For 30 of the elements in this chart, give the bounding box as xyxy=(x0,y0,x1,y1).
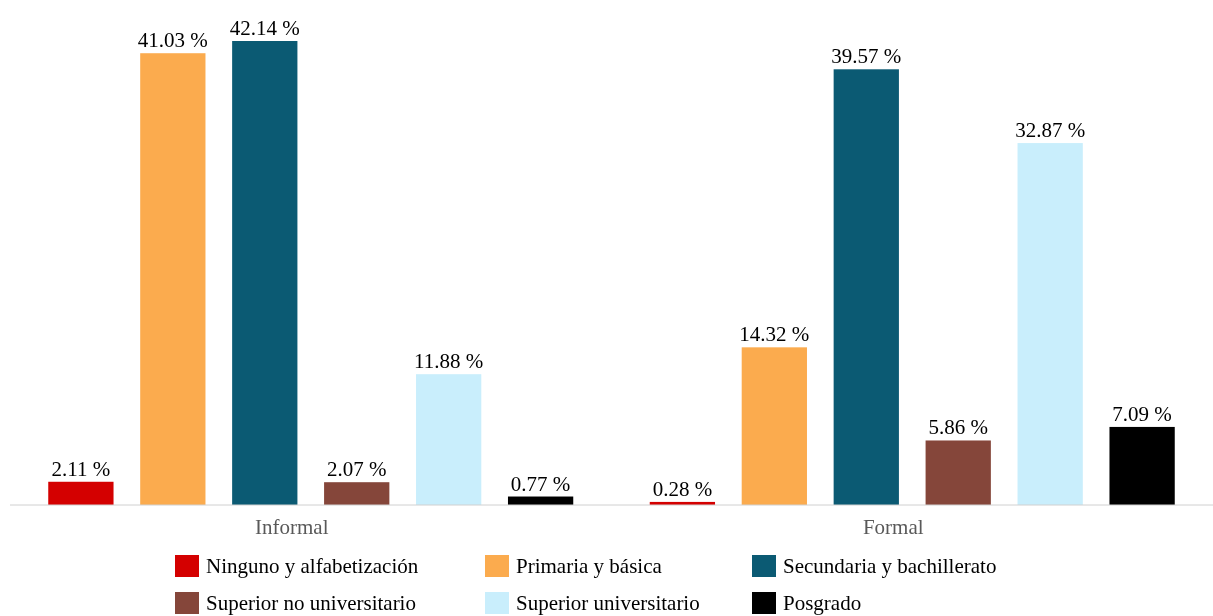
bar xyxy=(324,482,390,505)
bar xyxy=(1017,143,1083,505)
legend-label: Primaria y básica xyxy=(516,554,663,578)
legend-label: Superior no universitario xyxy=(206,591,416,615)
legend-label: Secundaria y bachillerato xyxy=(783,554,997,578)
data-label: 2.11 % xyxy=(51,456,111,481)
data-label: 11.88 % xyxy=(414,349,484,374)
legend-label: Posgrado xyxy=(783,591,862,615)
bar xyxy=(1109,426,1175,505)
data-label: 32.87 % xyxy=(1015,118,1086,143)
data-label: 7.09 % xyxy=(1112,401,1172,426)
legend-label: Superior universitario xyxy=(516,591,700,615)
data-label: 5.86 % xyxy=(928,415,988,440)
legend-label: Ninguno y alfabetización xyxy=(206,554,419,578)
bar xyxy=(232,41,298,505)
bar xyxy=(416,374,482,505)
data-label: 0.28 % xyxy=(652,476,713,501)
data-label: 0.77 % xyxy=(510,471,571,496)
x-tick-label: Informal xyxy=(255,515,329,539)
data-label: 39.57 % xyxy=(831,44,902,69)
bar xyxy=(741,347,807,505)
data-label: 41.03 % xyxy=(137,28,208,53)
x-tick-label: Formal xyxy=(862,515,924,539)
bar xyxy=(925,440,991,505)
data-label: 42.14 % xyxy=(229,16,300,40)
bar xyxy=(140,53,206,505)
data-label: 14.32 % xyxy=(739,322,810,347)
bar xyxy=(48,481,114,505)
bar xyxy=(833,69,899,505)
data-label: 2.07 % xyxy=(326,457,387,482)
